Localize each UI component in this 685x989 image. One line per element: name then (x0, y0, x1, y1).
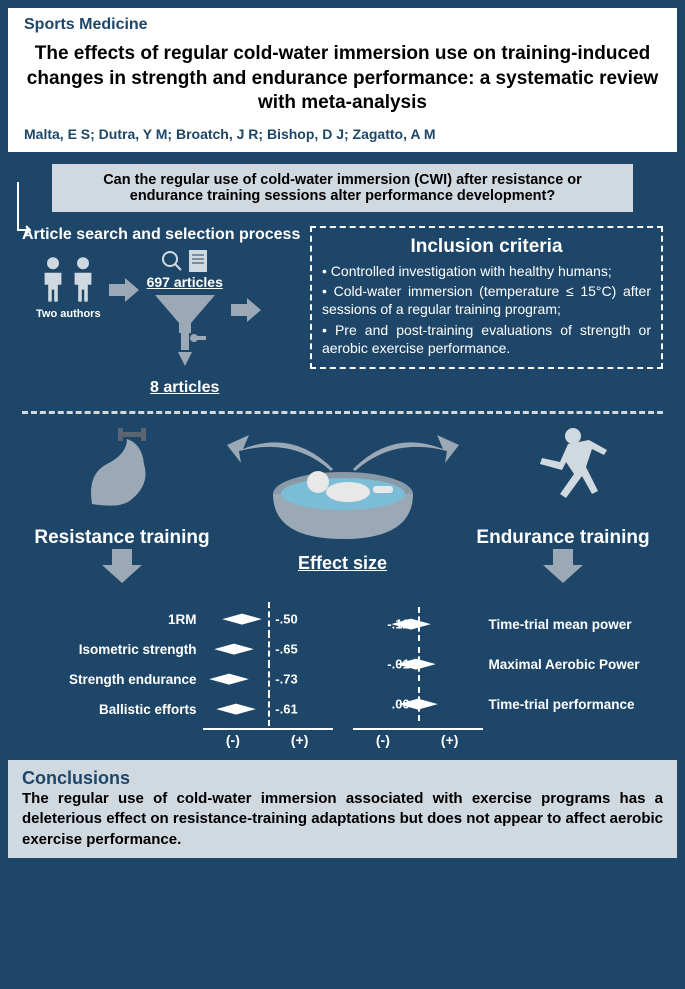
magnifier-icon (161, 250, 183, 272)
effect-label: Strength endurance (22, 672, 203, 687)
endurance-label: Endurance training (463, 527, 663, 549)
effect-plot: -.12 (353, 609, 483, 639)
effect-value: .00 (392, 697, 410, 712)
resistance-label: Resistance training (22, 527, 222, 549)
document-icon (187, 248, 209, 274)
infographic-container: Sports Medicine The effects of regular c… (0, 0, 685, 989)
effect-label: Maximal Aerobic Power (483, 657, 664, 672)
effect-label: Isometric strength (22, 642, 203, 657)
research-question: Can the regular use of cold-water immers… (52, 164, 633, 212)
effect-item: -.01 Maximal Aerobic Power (353, 644, 664, 684)
effects-row: 1RM -.50 Isometric strength -.65 Strengt… (22, 604, 663, 748)
authors-list: Malta, E S; Dutra, Y M; Broatch, J R; Bi… (24, 126, 661, 142)
articles-out-label: 8 articles (147, 379, 223, 397)
funnel-column: 697 articles 8 articles (147, 248, 223, 397)
effect-label: Time-trial mean power (483, 617, 664, 632)
dashed-divider (22, 411, 663, 414)
inclusion-text: Cold-water immersion (temperature ≤ 15°C… (322, 283, 651, 317)
training-row: Resistance training Effect size (22, 424, 663, 604)
effect-value: -.12 (387, 617, 409, 632)
two-authors-label: Two authors (36, 308, 101, 320)
effect-label: Time-trial performance (483, 697, 664, 712)
axis-pos: (+) (441, 732, 459, 748)
axis-baseline: (-) (+) (203, 728, 333, 748)
endurance-effects: -.12 Time-trial mean power -.01 Maximal … (353, 604, 664, 748)
effect-value: -.50 (275, 612, 297, 627)
inclusion-title: Inclusion criteria (322, 236, 651, 258)
articles-in-label: 697 articles (147, 274, 223, 290)
person-icon (69, 256, 97, 304)
bathtub-section: Effect size (258, 444, 428, 574)
effect-plot: -.50 (203, 604, 333, 634)
conclusions-title: Conclusions (22, 768, 663, 789)
effect-label: Ballistic efforts (22, 702, 203, 717)
effect-item: Ballistic efforts -.61 (22, 694, 333, 724)
effect-plot: -.61 (203, 694, 333, 724)
inclusion-text: Pre and post-training evaluations of str… (322, 322, 651, 356)
main-panel: Can the regular use of cold-water immers… (8, 152, 677, 981)
arrow-right-icon (109, 278, 139, 302)
search-title: Article search and selection process (22, 226, 302, 244)
effect-item: .00 Time-trial performance (353, 684, 664, 724)
effect-value: -.73 (275, 672, 297, 687)
conclusions-text: The regular use of cold-water immersion … (22, 789, 663, 850)
arrow-right-icon (231, 298, 261, 322)
people-icon (36, 256, 101, 304)
bicep-dumbbell-icon (72, 424, 172, 514)
effect-size-label: Effect size (258, 553, 428, 574)
runner-icon (518, 424, 608, 514)
effect-item: Strength endurance -.73 (22, 664, 333, 694)
effect-value: -.01 (387, 657, 409, 672)
inclusion-criteria-box: Inclusion criteria • Controlled investig… (310, 226, 663, 369)
inclusion-item: • Cold-water immersion (temperature ≤ 15… (322, 282, 651, 318)
funnel-icon (150, 290, 220, 370)
search-visual: Two authors 697 articles (22, 248, 302, 397)
hook-arrow-icon (16, 180, 36, 240)
effect-plot: -.73 (203, 664, 333, 694)
inclusion-text: Controlled investigation with healthy hu… (331, 263, 612, 279)
effect-label: 1RM (22, 612, 203, 627)
conclusions-box: Conclusions The regular use of cold-wate… (8, 760, 677, 858)
effect-value: -.61 (275, 702, 297, 717)
effect-value: -.65 (275, 642, 297, 657)
axis-neg: (-) (226, 732, 240, 748)
bathtub-icon (258, 444, 428, 554)
header: Sports Medicine The effects of regular c… (8, 8, 677, 152)
effect-plot: -.65 (203, 634, 333, 664)
axis-neg: (-) (376, 732, 390, 748)
effect-plot: -.01 (353, 649, 483, 679)
authors-column: Two authors (36, 248, 101, 320)
effect-item: Isometric strength -.65 (22, 634, 333, 664)
resistance-effects: 1RM -.50 Isometric strength -.65 Strengt… (22, 604, 333, 748)
effect-plot: .00 (353, 689, 483, 719)
arrow-down-icon (102, 549, 142, 583)
inclusion-item: • Controlled investigation with healthy … (322, 262, 651, 280)
effect-item: 1RM -.50 (22, 604, 333, 634)
effect-item: -.12 Time-trial mean power (353, 604, 664, 644)
person-icon (39, 256, 67, 304)
inclusion-item: • Pre and post-training evaluations of s… (322, 321, 651, 357)
arrow-down-icon (543, 549, 583, 583)
axis-pos: (+) (291, 732, 309, 748)
search-section: Article search and selection process Two… (22, 226, 302, 397)
axis-baseline: (-) (+) (353, 728, 483, 748)
methods-row: Article search and selection process Two… (22, 226, 663, 397)
journal-name: Sports Medicine (24, 16, 661, 34)
paper-title: The effects of regular cold-water immers… (24, 42, 661, 116)
